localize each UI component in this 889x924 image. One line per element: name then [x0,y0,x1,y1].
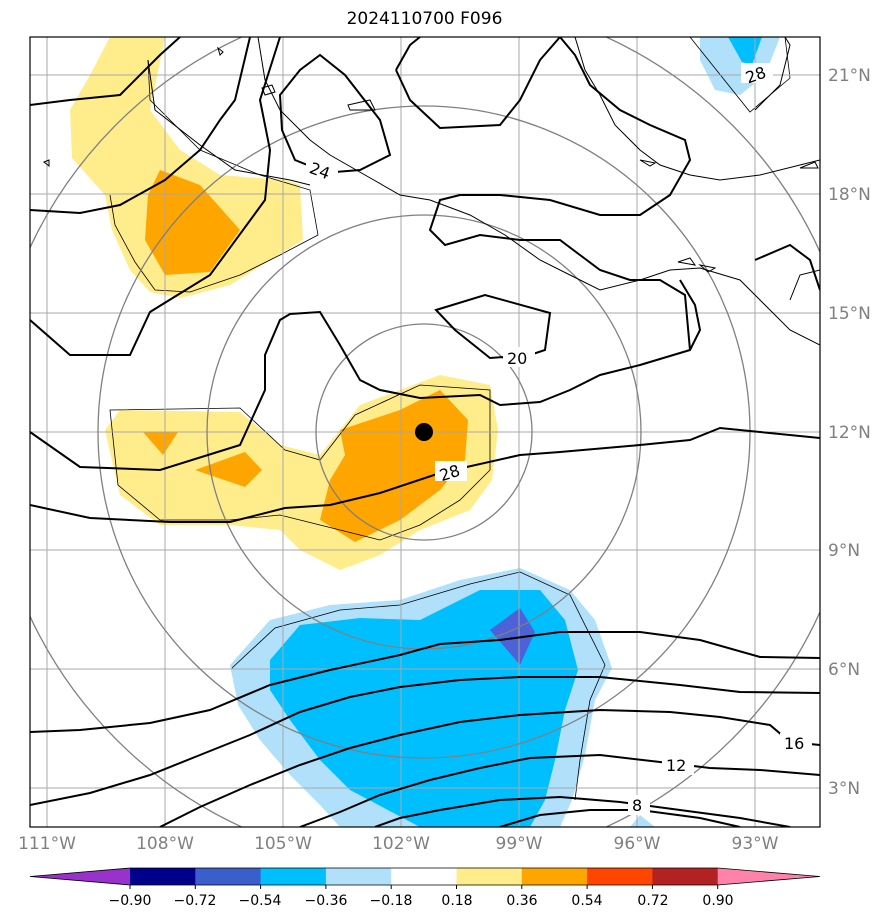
colorbar-segment [391,868,457,885]
lon-label: 105°W [254,834,312,854]
coastlines [43,37,820,346]
lat-label: 6°N [828,660,861,680]
lon-label: 111°W [18,834,76,854]
blue-region-south [270,590,578,827]
lon-label: 108°W [136,834,194,854]
colorbar-segment [587,868,653,885]
colorbar-tick: −0.18 [369,893,413,909]
orange-region-northwest [145,170,240,275]
map-frame [29,36,821,828]
colorbar-tick: 0.54 [571,893,603,909]
negative-anomaly-shading [230,37,780,827]
contour-label-16: 16 [784,734,804,753]
royalblue-blob-south [490,608,535,665]
lon-label: 99°W [495,834,543,854]
colorbar-tick: 0.72 [637,893,669,909]
lat-label: 18°N [828,185,871,205]
storm-center-marker [415,423,433,441]
contour-label-12: 12 [666,756,686,775]
yellow-region-northwest [70,37,303,298]
lat-label: 9°N [828,541,861,561]
lat-lon-grid [30,37,820,827]
colorbar-tick: −0.36 [304,893,348,909]
blue-region-northeast [728,37,762,65]
colorbar [29,867,821,889]
colorbar-segment [195,868,262,885]
colorbar-tick: 0.36 [506,893,538,909]
contour-label-8: 8 [632,796,642,815]
contour-lines [30,37,820,827]
positive-anomaly-shading [70,37,498,570]
lightblue-region-northeast [700,37,780,95]
colorbar-segment [260,868,327,885]
colorbar-segment [521,868,588,885]
colorbar-tick: 0.90 [702,893,734,909]
lightblue-region-southeast [630,815,655,827]
colorbar-extend-min [30,868,130,885]
colorbar-tick: −0.54 [238,893,282,909]
lat-label: 21°N [828,66,871,86]
lat-label: 12°N [828,423,871,443]
colorbar-extend-max [717,868,820,885]
colorbar-tick: −0.90 [108,893,152,909]
colorbar-segment [652,868,719,885]
colorbar-segment [456,868,523,885]
orange-blob-small-2 [195,452,262,487]
colorbar-tick: 0.18 [441,893,473,909]
lat-label: 3°N [828,779,861,799]
contour-label-patches [306,63,812,815]
lon-label: 93°W [731,834,779,854]
lat-label: 15°N [828,304,871,324]
lon-label: 96°W [613,834,661,854]
contour-label-20: 20 [507,349,527,368]
orange-blob-small-1 [143,432,178,455]
colorbar-segment [325,868,392,885]
colorbar-tick: −0.72 [173,893,217,909]
colorbar-segment [130,868,196,885]
lon-label: 102°W [372,834,430,854]
plot-title: 2024110700 F096 [346,9,503,29]
